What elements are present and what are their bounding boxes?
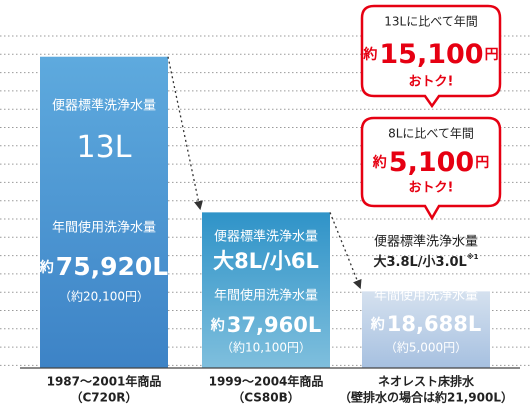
x-tick-label: 1987〜2001年商品 bbox=[47, 374, 162, 389]
callout-text: 8Lに比べて年間 bbox=[388, 127, 474, 141]
annual-label: 年間使用洗浄水量 bbox=[52, 220, 156, 236]
callout-bubble bbox=[360, 116, 502, 221]
bar bbox=[40, 56, 168, 369]
standard-label: 便器標準洗浄水量 bbox=[52, 98, 156, 114]
note-mark: ※1 bbox=[467, 252, 479, 261]
callout-number: 15,100 bbox=[379, 39, 483, 70]
callout-note: おトク! bbox=[409, 181, 454, 196]
standard-volume-text: 大8L/小6L bbox=[213, 249, 319, 273]
trend-arrow bbox=[167, 56, 203, 211]
x-tick-note: （C720R） bbox=[70, 390, 137, 405]
yen-label: （約10,100円） bbox=[221, 340, 311, 355]
x-tick-note: （壁排水の場合は約21,900L） bbox=[339, 390, 513, 405]
callout-unit: 円 bbox=[485, 47, 499, 63]
bar bbox=[362, 291, 490, 368]
approx-prefix: 約 bbox=[370, 316, 385, 333]
annual-label: 年間使用洗浄水量 bbox=[214, 288, 318, 304]
standard-volume-text: 大3.8L/小3.0L bbox=[373, 254, 466, 270]
standard-label: 便器標準洗浄水量 bbox=[214, 229, 318, 245]
standard-volume-text: 13L bbox=[77, 130, 132, 165]
value-label: 約37,960L bbox=[210, 313, 321, 337]
value-text: 18,688L bbox=[387, 312, 481, 336]
yen-label: （約5,000円） bbox=[385, 340, 467, 355]
callout-unit: 円 bbox=[475, 155, 489, 171]
callout-text: 13Lに比べて年間 bbox=[384, 15, 477, 29]
standard-volume: 13L bbox=[77, 130, 132, 165]
callout-bubble bbox=[360, 4, 502, 109]
approx-prefix: 約 bbox=[210, 317, 225, 334]
value-label: 約18,688L bbox=[370, 312, 481, 336]
callout-amount: 約15,100円 bbox=[362, 39, 498, 70]
value-text: 75,920L bbox=[56, 252, 168, 281]
callout-prefix: 約 bbox=[372, 154, 387, 171]
bar bbox=[202, 212, 330, 368]
callout-number: 5,100 bbox=[389, 147, 474, 178]
value-text: 37,960L bbox=[227, 313, 321, 337]
value-label: 約75,920L bbox=[39, 252, 168, 281]
yen-label: （約20,100円） bbox=[59, 289, 149, 304]
approx-prefix: 約 bbox=[39, 259, 54, 276]
x-tick-note: （CS80B） bbox=[232, 390, 300, 405]
annual-label: 年間使用洗浄水量 bbox=[374, 288, 478, 304]
x-tick-label: 1999〜2004年商品 bbox=[209, 374, 324, 389]
callout-amount: 約5,100円 bbox=[372, 147, 489, 178]
x-tick-label: ネオレスト床排水 bbox=[378, 374, 475, 389]
standard-volume: 大8L/小6L bbox=[213, 249, 319, 273]
callout-note: おトク! bbox=[409, 75, 454, 90]
standard-volume: 大3.8L/小3.0L※1 bbox=[373, 252, 478, 270]
trend-arrow bbox=[329, 212, 362, 290]
standard-label: 便器標準洗浄水量 bbox=[374, 234, 478, 250]
callout-prefix: 約 bbox=[362, 46, 377, 63]
